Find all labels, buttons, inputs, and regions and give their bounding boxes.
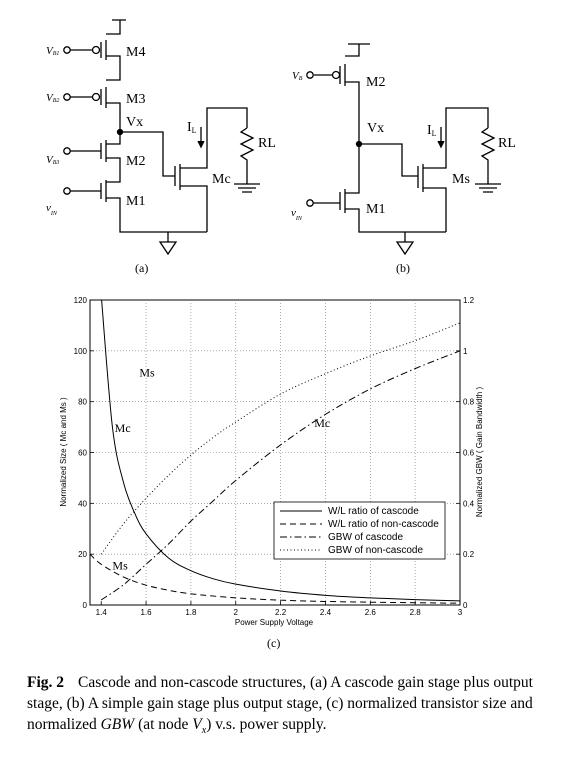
tag-a: (a) (135, 261, 148, 275)
y-tick-label: 80 (78, 398, 87, 407)
y-tick-label: 120 (74, 296, 88, 305)
input-vin: vIN (46, 202, 58, 217)
label-ilb: IL (427, 123, 437, 138)
y-tick-label: 60 (78, 449, 87, 458)
x-axis-label: Power Supply Voltage (235, 618, 314, 627)
y2-tick-label: 1.2 (463, 296, 475, 305)
label-m3: M3 (126, 92, 145, 107)
y-tick-label: 100 (74, 347, 88, 356)
annotation: Mc (314, 416, 330, 430)
legend: W/L ratio of cascode W/L ratio of non-cas… (273, 501, 446, 560)
y-tick-label: 0 (83, 601, 88, 610)
tag-c: (c) (267, 636, 280, 650)
y2-tick-label: 0.2 (463, 550, 475, 559)
x-tick-label: 1.8 (185, 608, 197, 617)
label-m2b: M2 (366, 75, 385, 90)
legend-entry: W/L ratio of cascode (328, 506, 419, 517)
y2-axis-label: Normalized GBW ( Gain Bandwidth ) (475, 387, 484, 518)
figure-caption: Fig. 2 Cascode and non-cascode structures… (27, 672, 537, 741)
curve-annotations: Ms Mc Mc Ms (112, 365, 330, 572)
annotation: Ms (139, 365, 155, 379)
label-vxb: Vx (367, 121, 384, 136)
legend-entry: GBW of non-cascode (328, 545, 423, 556)
x-tick-label: 2.4 (320, 608, 332, 617)
series-line-2 (100, 350, 460, 601)
input-vb1: VB1 (46, 45, 59, 57)
label-ms: Ms (452, 172, 470, 187)
y2-tick-label: 0.6 (463, 449, 475, 458)
annotation: Mc (115, 421, 131, 435)
caption-gbw: GBW (100, 716, 135, 733)
x-tick-label: 1.4 (96, 608, 108, 617)
series-line-1 (90, 553, 460, 604)
caption-vx: Vx (192, 716, 207, 737)
caption-text-2: (at node (134, 716, 193, 733)
tag-b: (b) (396, 261, 410, 275)
x-tick-label: 2.6 (365, 608, 377, 617)
y-axis-label: Normalized Size ( Mc and Ms ) (59, 397, 68, 507)
input-vb: VB (292, 70, 303, 82)
x-tick-label: 1.6 (140, 608, 152, 617)
input-vb2: VB2 (46, 92, 59, 104)
label-il: IL (187, 120, 197, 135)
tick-labels: 1.4 1.6 1.8 2 2.2 2.4 2.6 2.8 302040608010012000… (74, 296, 475, 617)
y2-tick-label: 0 (463, 601, 468, 610)
input-vinb: vIN (291, 207, 303, 222)
label-vx: Vx (126, 115, 143, 130)
x-tick-label: 3 (458, 608, 463, 617)
label-m4: M4 (126, 45, 145, 60)
label-mc: Mc (212, 172, 231, 187)
label-m1b: M1 (366, 202, 385, 217)
circuit-b-labels: M2 M1 Ms Vx IL RL VB vIN (b) (291, 70, 516, 275)
caption-label: Fig. 2 (27, 674, 65, 691)
figure-canvas: M4 M3 M2 M1 Mc Vx IL RL VB1 VB2 VB3 vIN … (46, 19, 516, 650)
y2-tick-label: 0.4 (463, 499, 475, 508)
legend-entry: GBW of cascode (328, 532, 403, 543)
x-tick-label: 2.8 (410, 608, 422, 617)
y2-tick-label: 0.8 (463, 398, 475, 407)
x-tick-label: 2.2 (275, 608, 287, 617)
series-lines (90, 300, 460, 604)
y-tick-label: 40 (78, 499, 87, 508)
circuit-a (63, 19, 260, 256)
label-rl: RL (258, 136, 276, 151)
label-rlb: RL (498, 136, 516, 151)
legend-entry: W/L ratio of non-cascode (328, 519, 439, 530)
y-tick-label: 20 (78, 550, 87, 559)
circuit-b (306, 43, 501, 256)
series-line-0 (101, 300, 460, 602)
caption-text-3: ) v.s. power supply. (206, 716, 327, 733)
annotation: Ms (112, 558, 128, 572)
label-m1: M1 (126, 194, 145, 209)
chart-c: 1.4 1.6 1.8 2 2.2 2.4 2.6 2.8 302040608010012000… (59, 296, 484, 650)
x-tick-label: 2 (234, 608, 239, 617)
input-vb3: VB3 (46, 154, 59, 166)
circuit-a-labels: M4 M3 M2 M1 Mc Vx IL RL VB1 VB2 VB3 vIN … (46, 45, 276, 275)
y2-tick-label: 1 (463, 347, 468, 356)
caption-text-1: Cascode and non-cascode structures, (a) … (27, 674, 533, 733)
label-m2: M2 (126, 154, 145, 169)
